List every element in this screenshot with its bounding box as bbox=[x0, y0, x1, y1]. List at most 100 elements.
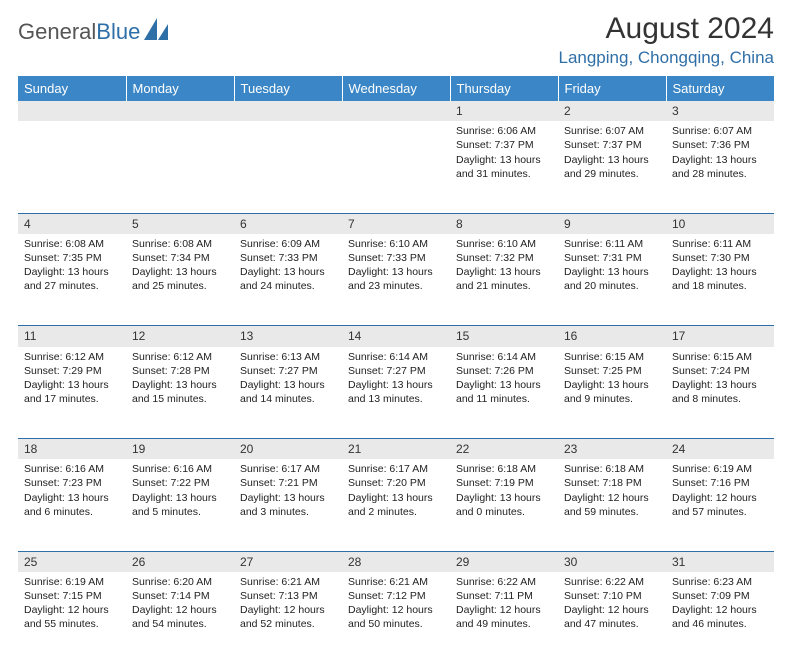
day-content-cell: Sunrise: 6:11 AMSunset: 7:31 PMDaylight:… bbox=[558, 234, 666, 326]
day-content-row: Sunrise: 6:08 AMSunset: 7:35 PMDaylight:… bbox=[18, 234, 774, 326]
sunrise-line: Sunrise: 6:06 AM bbox=[456, 124, 552, 138]
daylight-line: Daylight: 13 hours and 15 minutes. bbox=[132, 378, 228, 406]
sunrise-line: Sunrise: 6:18 AM bbox=[456, 462, 552, 476]
day-number-cell: 29 bbox=[450, 551, 558, 572]
sunrise-line: Sunrise: 6:10 AM bbox=[456, 237, 552, 251]
day-content-cell: Sunrise: 6:23 AMSunset: 7:09 PMDaylight:… bbox=[666, 572, 774, 664]
day-number-cell: 21 bbox=[342, 439, 450, 460]
sunset-line: Sunset: 7:37 PM bbox=[456, 138, 552, 152]
day-content-cell: Sunrise: 6:13 AMSunset: 7:27 PMDaylight:… bbox=[234, 347, 342, 439]
day-number-cell: 15 bbox=[450, 326, 558, 347]
location: Langping, Chongqing, China bbox=[558, 48, 774, 68]
sunset-line: Sunset: 7:11 PM bbox=[456, 589, 552, 603]
day-content-row: Sunrise: 6:06 AMSunset: 7:37 PMDaylight:… bbox=[18, 121, 774, 213]
sunrise-line: Sunrise: 6:16 AM bbox=[24, 462, 120, 476]
sunset-line: Sunset: 7:33 PM bbox=[348, 251, 444, 265]
sunset-line: Sunset: 7:16 PM bbox=[672, 476, 768, 490]
day-number-cell: 7 bbox=[342, 213, 450, 234]
sunset-line: Sunset: 7:18 PM bbox=[564, 476, 660, 490]
day-number-cell: 3 bbox=[666, 101, 774, 121]
sunrise-line: Sunrise: 6:14 AM bbox=[348, 350, 444, 364]
day-content-cell: Sunrise: 6:18 AMSunset: 7:18 PMDaylight:… bbox=[558, 459, 666, 551]
sunset-line: Sunset: 7:12 PM bbox=[348, 589, 444, 603]
sunrise-line: Sunrise: 6:15 AM bbox=[564, 350, 660, 364]
sunrise-line: Sunrise: 6:15 AM bbox=[672, 350, 768, 364]
sunset-line: Sunset: 7:25 PM bbox=[564, 364, 660, 378]
day-content-cell: Sunrise: 6:08 AMSunset: 7:35 PMDaylight:… bbox=[18, 234, 126, 326]
sunrise-line: Sunrise: 6:17 AM bbox=[240, 462, 336, 476]
sunset-line: Sunset: 7:27 PM bbox=[240, 364, 336, 378]
sunrise-line: Sunrise: 6:19 AM bbox=[24, 575, 120, 589]
day-content-cell: Sunrise: 6:15 AMSunset: 7:24 PMDaylight:… bbox=[666, 347, 774, 439]
daylight-line: Daylight: 12 hours and 54 minutes. bbox=[132, 603, 228, 631]
weekday-header: Wednesday bbox=[342, 76, 450, 101]
day-content-cell: Sunrise: 6:20 AMSunset: 7:14 PMDaylight:… bbox=[126, 572, 234, 664]
daylight-line: Daylight: 13 hours and 27 minutes. bbox=[24, 265, 120, 293]
day-number-cell: 17 bbox=[666, 326, 774, 347]
day-number-cell: 31 bbox=[666, 551, 774, 572]
sunrise-line: Sunrise: 6:21 AM bbox=[348, 575, 444, 589]
day-content-cell: Sunrise: 6:12 AMSunset: 7:29 PMDaylight:… bbox=[18, 347, 126, 439]
day-content-cell: Sunrise: 6:17 AMSunset: 7:20 PMDaylight:… bbox=[342, 459, 450, 551]
brand-part1: General bbox=[18, 19, 96, 44]
day-number-row: 18192021222324 bbox=[18, 439, 774, 460]
day-content-cell: Sunrise: 6:21 AMSunset: 7:13 PMDaylight:… bbox=[234, 572, 342, 664]
day-content-cell: Sunrise: 6:12 AMSunset: 7:28 PMDaylight:… bbox=[126, 347, 234, 439]
day-content-cell: Sunrise: 6:19 AMSunset: 7:16 PMDaylight:… bbox=[666, 459, 774, 551]
day-number-cell: 11 bbox=[18, 326, 126, 347]
sunrise-line: Sunrise: 6:10 AM bbox=[348, 237, 444, 251]
sunset-line: Sunset: 7:37 PM bbox=[564, 138, 660, 152]
sunset-line: Sunset: 7:29 PM bbox=[24, 364, 120, 378]
day-content-cell: Sunrise: 6:11 AMSunset: 7:30 PMDaylight:… bbox=[666, 234, 774, 326]
day-number-cell: 24 bbox=[666, 439, 774, 460]
day-content-cell: Sunrise: 6:22 AMSunset: 7:11 PMDaylight:… bbox=[450, 572, 558, 664]
day-content-cell: Sunrise: 6:14 AMSunset: 7:26 PMDaylight:… bbox=[450, 347, 558, 439]
sunset-line: Sunset: 7:28 PM bbox=[132, 364, 228, 378]
weekday-header: Tuesday bbox=[234, 76, 342, 101]
sunset-line: Sunset: 7:15 PM bbox=[24, 589, 120, 603]
day-number-cell: 10 bbox=[666, 213, 774, 234]
title-block: August 2024 Langping, Chongqing, China bbox=[558, 12, 774, 68]
day-number-row: 11121314151617 bbox=[18, 326, 774, 347]
day-content-cell: Sunrise: 6:07 AMSunset: 7:37 PMDaylight:… bbox=[558, 121, 666, 213]
weekday-header: Friday bbox=[558, 76, 666, 101]
daylight-line: Daylight: 13 hours and 6 minutes. bbox=[24, 491, 120, 519]
day-content-cell bbox=[18, 121, 126, 213]
daylight-line: Daylight: 12 hours and 59 minutes. bbox=[564, 491, 660, 519]
day-content-cell: Sunrise: 6:14 AMSunset: 7:27 PMDaylight:… bbox=[342, 347, 450, 439]
sunset-line: Sunset: 7:27 PM bbox=[348, 364, 444, 378]
daylight-line: Daylight: 13 hours and 18 minutes. bbox=[672, 265, 768, 293]
sunset-line: Sunset: 7:10 PM bbox=[564, 589, 660, 603]
sunset-line: Sunset: 7:09 PM bbox=[672, 589, 768, 603]
sunrise-line: Sunrise: 6:11 AM bbox=[564, 237, 660, 251]
sail-icon bbox=[144, 18, 170, 45]
sunset-line: Sunset: 7:23 PM bbox=[24, 476, 120, 490]
day-number-cell: 2 bbox=[558, 101, 666, 121]
brand-logo: GeneralBlue bbox=[18, 18, 170, 45]
daylight-line: Daylight: 13 hours and 9 minutes. bbox=[564, 378, 660, 406]
day-content-cell: Sunrise: 6:21 AMSunset: 7:12 PMDaylight:… bbox=[342, 572, 450, 664]
sunset-line: Sunset: 7:24 PM bbox=[672, 364, 768, 378]
sunset-line: Sunset: 7:34 PM bbox=[132, 251, 228, 265]
daylight-line: Daylight: 13 hours and 13 minutes. bbox=[348, 378, 444, 406]
daylight-line: Daylight: 13 hours and 11 minutes. bbox=[456, 378, 552, 406]
day-number-cell: 18 bbox=[18, 439, 126, 460]
sunrise-line: Sunrise: 6:14 AM bbox=[456, 350, 552, 364]
sunrise-line: Sunrise: 6:20 AM bbox=[132, 575, 228, 589]
daylight-line: Daylight: 12 hours and 50 minutes. bbox=[348, 603, 444, 631]
day-content-cell: Sunrise: 6:15 AMSunset: 7:25 PMDaylight:… bbox=[558, 347, 666, 439]
daylight-line: Daylight: 13 hours and 0 minutes. bbox=[456, 491, 552, 519]
daylight-line: Daylight: 12 hours and 57 minutes. bbox=[672, 491, 768, 519]
day-number-cell: 19 bbox=[126, 439, 234, 460]
daylight-line: Daylight: 13 hours and 31 minutes. bbox=[456, 153, 552, 181]
day-content-cell: Sunrise: 6:16 AMSunset: 7:23 PMDaylight:… bbox=[18, 459, 126, 551]
day-number-cell bbox=[126, 101, 234, 121]
day-content-cell: Sunrise: 6:18 AMSunset: 7:19 PMDaylight:… bbox=[450, 459, 558, 551]
day-number-cell: 1 bbox=[450, 101, 558, 121]
sunrise-line: Sunrise: 6:08 AM bbox=[24, 237, 120, 251]
sunrise-line: Sunrise: 6:11 AM bbox=[672, 237, 768, 251]
day-number-cell: 20 bbox=[234, 439, 342, 460]
day-number-cell: 8 bbox=[450, 213, 558, 234]
day-number-cell: 22 bbox=[450, 439, 558, 460]
day-number-cell: 6 bbox=[234, 213, 342, 234]
